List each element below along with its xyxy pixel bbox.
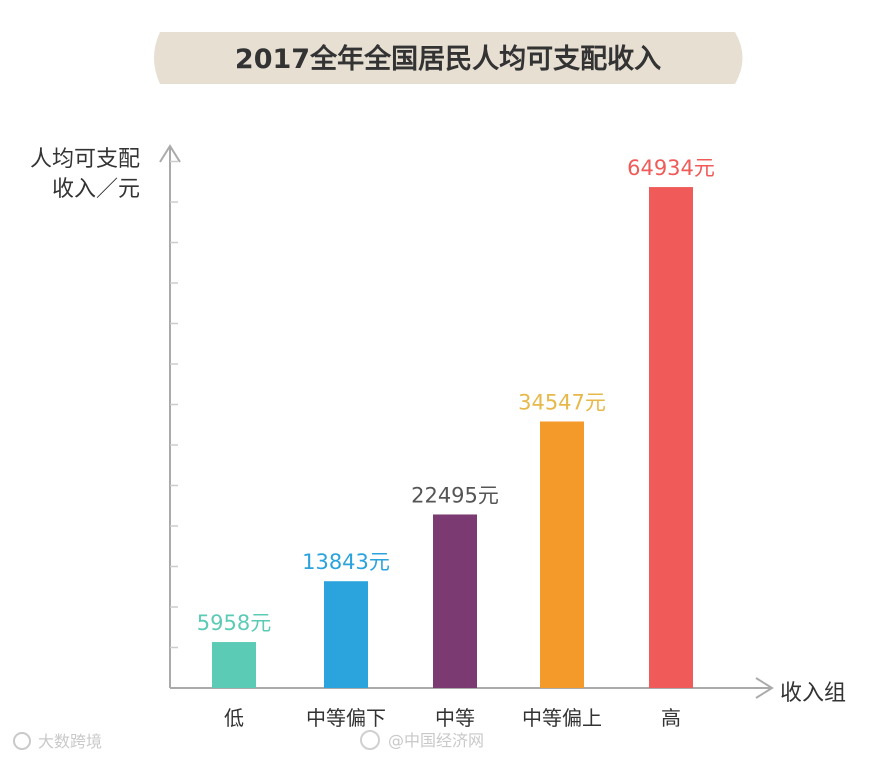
bar-value-label: 5958元 [197,611,271,635]
x-tick-label: 中等 [435,706,475,730]
x-tick-label: 中等偏下 [306,706,386,730]
bar-value-label: 22495元 [411,483,499,507]
value-labels-group: 5958元 13843元 22495元 34547元 64934元 [197,156,715,635]
y-axis-label-line2: 收入／元 [52,177,140,202]
watermark-left-text: 大数跨境 [38,732,102,751]
title-banner: 2017全年全国居民人均可支配收入 [154,32,743,84]
bar [212,642,256,688]
bar-value-label: 64934元 [627,156,715,180]
bar [433,514,477,688]
watermark-logo-icon [13,732,31,750]
x-tick-label: 中等偏上 [522,706,602,730]
x-tick-labels-group: 低 中等偏下 中等 中等偏上 高 [224,706,681,730]
y-axis-ticks [170,160,178,649]
watermark-left: 大数跨境 [13,732,102,751]
x-axis-label: 收入组 [780,681,846,706]
watermark-center-text: @中国经济网 [388,731,484,750]
bar [324,581,368,688]
bar-value-label: 34547元 [518,390,606,414]
bar [540,421,584,688]
weibo-icon [360,730,380,750]
bars-group [212,187,693,688]
y-axis-label-line1: 人均可支配 [30,147,140,172]
bar [649,187,693,688]
chart-title: 2017全年全国居民人均可支配收入 [235,43,661,75]
watermark-center: @中国经济网 [360,730,484,750]
bar-value-label: 13843元 [302,550,390,574]
y-axis [159,144,181,688]
x-tick-label: 低 [224,706,244,730]
x-tick-label: 高 [661,706,681,730]
